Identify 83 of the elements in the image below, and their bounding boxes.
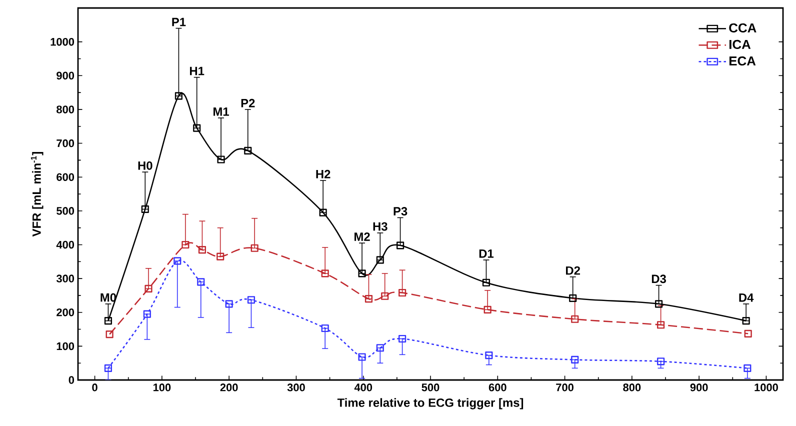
point (657, 321, 665, 329)
point (744, 364, 752, 372)
annotation: D2 (566, 266, 580, 275)
point (744, 330, 752, 338)
x-axis-title: Time relative to ECG trigger [ms] (337, 398, 524, 410)
point (106, 330, 114, 338)
annotation: H0 (138, 161, 152, 170)
point (398, 288, 406, 297)
point (104, 364, 112, 372)
annotation: M1 (214, 107, 229, 116)
annotation: H2 (316, 170, 330, 178)
point (364, 295, 373, 303)
point (217, 156, 225, 164)
x-tick-label: 100 (153, 384, 171, 392)
x-tick-label: 300 (287, 384, 305, 392)
legend-label: ECA (729, 56, 756, 66)
point (569, 294, 577, 302)
point (141, 205, 149, 214)
y-axis-title: VFR [mL min$^{-1}$] (30, 152, 44, 237)
x-tick-label: 700 (556, 384, 574, 392)
point (482, 278, 490, 286)
point (247, 296, 256, 304)
point (174, 257, 182, 265)
point (655, 300, 663, 308)
point (376, 256, 384, 264)
point (396, 242, 404, 250)
point (144, 284, 152, 292)
x-tick-label: 900 (690, 384, 708, 392)
x-tick-label: 0 (92, 384, 98, 392)
y-tick-label: 100 (56, 342, 74, 350)
legend-label: CCA (729, 23, 756, 33)
point (104, 317, 112, 325)
y-tick-label: 800 (56, 106, 74, 114)
y-tick-label: 700 (56, 139, 74, 148)
x-tick-label: 500 (422, 384, 440, 392)
annotation: D4 (739, 294, 754, 302)
point (182, 240, 190, 249)
point (657, 358, 665, 366)
annotation: D1 (479, 250, 494, 258)
annotation: P3 (394, 207, 408, 216)
y-tick-label: 1000 (50, 38, 74, 46)
point (398, 334, 406, 343)
y-tick-label: 600 (56, 173, 74, 181)
annotation: M0 (100, 293, 116, 302)
point (571, 356, 579, 364)
point (216, 252, 224, 260)
point (376, 344, 384, 352)
x-tick-label: 1000 (754, 384, 778, 392)
x-tick-label: 800 (623, 384, 641, 392)
point (321, 324, 329, 332)
point (250, 244, 258, 252)
point (485, 352, 493, 360)
y-tick-label: 200 (56, 308, 74, 316)
x-tick-label: 400 (354, 384, 372, 392)
annotation: H3 (373, 222, 388, 231)
point (358, 353, 366, 361)
y-tick-label: 0 (68, 376, 74, 384)
y-tick-label: 900 (56, 72, 74, 80)
y-tick-label: 300 (56, 274, 74, 282)
point (742, 317, 750, 325)
annotation: M2 (354, 232, 370, 241)
legend-label: ICA (729, 40, 751, 50)
y-tick-label: 400 (56, 240, 74, 249)
point (358, 270, 366, 278)
point (198, 246, 206, 254)
point (381, 292, 389, 300)
annotation: P1 (172, 18, 186, 26)
x-tick-label: 200 (220, 384, 238, 392)
annotation: P2 (241, 98, 255, 108)
annotation: H1 (190, 66, 204, 76)
point (319, 208, 327, 216)
point (571, 315, 579, 323)
point (321, 270, 329, 278)
annotation: D3 (652, 274, 666, 284)
y-tick-label: 500 (56, 207, 74, 215)
point (225, 300, 233, 308)
point (244, 146, 252, 154)
point (193, 124, 201, 132)
point (174, 92, 183, 100)
point (197, 278, 205, 286)
x-tick-label: 600 (488, 384, 506, 392)
point (484, 306, 492, 314)
point (143, 310, 151, 318)
